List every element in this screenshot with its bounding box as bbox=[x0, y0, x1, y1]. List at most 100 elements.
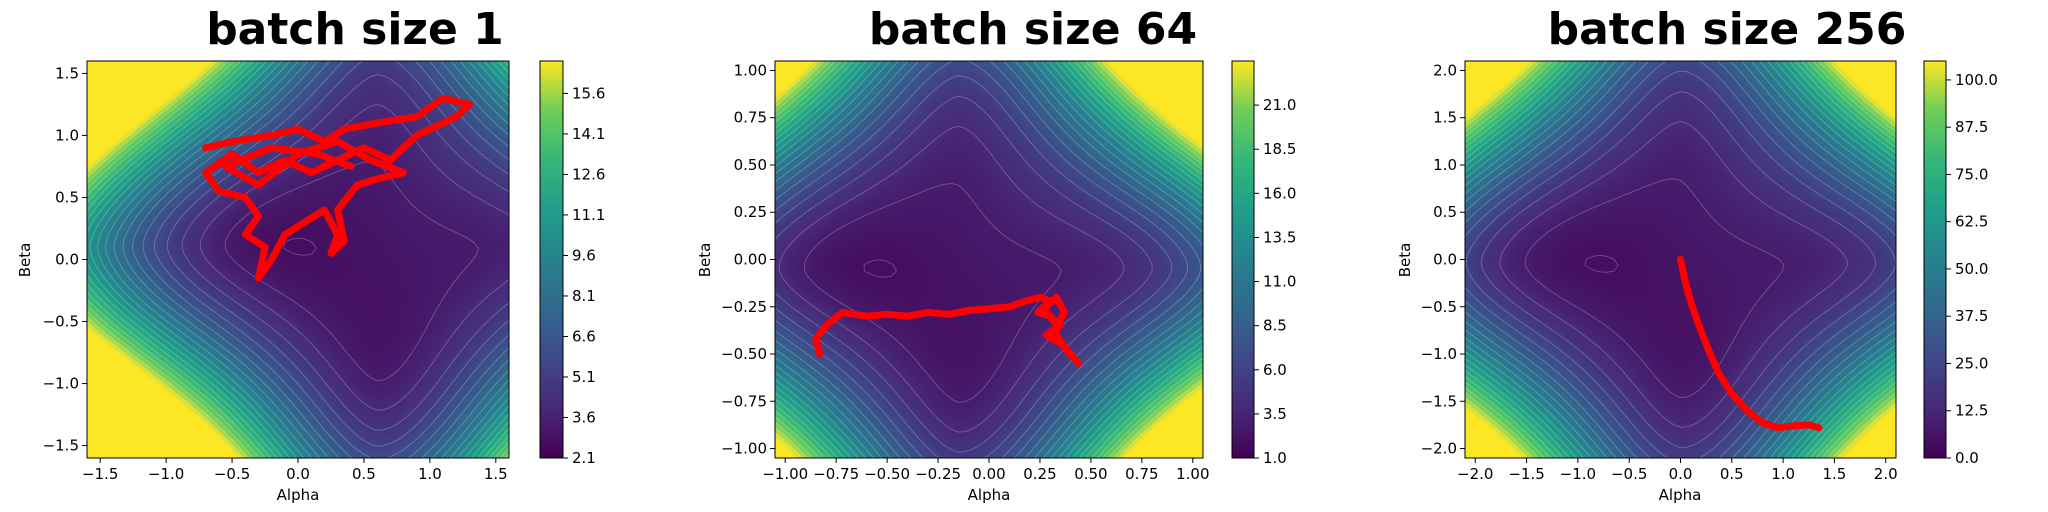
contour-line bbox=[97, 60, 510, 459]
x-tick-label: 0.75 bbox=[1125, 465, 1158, 483]
colorbar-tick-label: 5.1 bbox=[572, 368, 596, 386]
contour-line bbox=[1464, 60, 1897, 459]
contour-line bbox=[774, 60, 1204, 459]
contour-line bbox=[1464, 60, 1897, 459]
y-tick-label: 1.0 bbox=[55, 126, 79, 144]
chart-panel-batch-64: batch size 64 −1.00 −0.75 −0.50 −0.25 0.00 0.… bbox=[696, 4, 1296, 504]
contour-line bbox=[86, 60, 510, 459]
x-tick-label: −0.5 bbox=[1611, 465, 1647, 483]
colorbar-tick-label: 9.6 bbox=[572, 246, 596, 264]
x-tick-label: −1.5 bbox=[82, 465, 118, 483]
contour-line bbox=[86, 60, 510, 459]
colorbar-tick-label: 3.6 bbox=[572, 408, 596, 426]
y-tick-label: −1.5 bbox=[43, 437, 79, 455]
contour-line bbox=[774, 60, 1204, 459]
contour-line bbox=[122, 60, 510, 459]
contour-line bbox=[1464, 60, 1897, 459]
y-tick-label: −0.75 bbox=[721, 392, 767, 410]
colorbar-tick-label: 15.6 bbox=[572, 84, 605, 102]
y-tick-label: 2.0 bbox=[1433, 61, 1457, 79]
colorbar-tick-label: 18.5 bbox=[1263, 140, 1296, 158]
contour-line bbox=[774, 60, 1204, 459]
contour-line bbox=[774, 60, 1204, 459]
colorbar-tick-label: 12.6 bbox=[572, 165, 605, 183]
chart-title: batch size 256 bbox=[1548, 4, 1907, 55]
contour-line bbox=[774, 60, 1188, 459]
colorbar-tick-label: 87.5 bbox=[1955, 118, 1988, 136]
x-tick-label: 0.00 bbox=[972, 465, 1005, 483]
contour-line bbox=[1464, 60, 1897, 459]
x-tick-label: 1.5 bbox=[484, 465, 508, 483]
y-tick-label: −1.0 bbox=[43, 375, 79, 393]
contour-line bbox=[1584, 255, 1619, 273]
loss-landscape-heatmap bbox=[775, 61, 1203, 458]
colorbar-tick-label: 21.0 bbox=[1263, 96, 1296, 114]
colorbar-tick-label: 13.5 bbox=[1263, 228, 1296, 246]
y-tick-label: 0.50 bbox=[734, 156, 767, 174]
contour-line bbox=[774, 60, 1204, 459]
colorbar-tick-label: 8.5 bbox=[1263, 317, 1287, 335]
chart-panel-batch-1: batch size 1 −1.5 −1.0 −0.5 0.0 0.5 1.0 1.5 −1… bbox=[16, 4, 605, 504]
contour-line bbox=[774, 60, 1204, 459]
x-axis-label: Alpha bbox=[1659, 486, 1702, 504]
contour-line bbox=[1464, 60, 1897, 459]
x-tick-label: 1.0 bbox=[1771, 465, 1795, 483]
y-tick-label: 0.75 bbox=[734, 109, 767, 127]
contour-line bbox=[1499, 121, 1848, 428]
contour-line bbox=[1465, 70, 1897, 459]
contour-lines bbox=[774, 60, 1204, 459]
x-tick-label: −1.5 bbox=[1508, 465, 1544, 483]
colorbar-tick-label: 25.0 bbox=[1955, 354, 1988, 372]
contour-line bbox=[774, 96, 1153, 453]
contour-line bbox=[1464, 60, 1897, 459]
colorbar-tick-label: 11.1 bbox=[572, 206, 605, 224]
contour-line bbox=[774, 60, 1204, 459]
contour-line bbox=[774, 60, 1204, 459]
y-tick-label: 1.5 bbox=[55, 64, 79, 82]
contour-line bbox=[1464, 60, 1897, 459]
y-tick-label: −0.5 bbox=[43, 313, 79, 331]
y-tick-label: 1.5 bbox=[1433, 109, 1457, 127]
y-axis-label: Beta bbox=[16, 243, 34, 278]
colorbar-tick-label: 8.1 bbox=[572, 287, 596, 305]
y-tick-label: −1.0 bbox=[1421, 345, 1457, 363]
contour-lines bbox=[1464, 60, 1897, 459]
colorbar bbox=[539, 60, 564, 459]
y-tick-label: 0.5 bbox=[1433, 203, 1457, 221]
optimizer-trajectory bbox=[202, 94, 473, 282]
contour-line bbox=[774, 60, 1202, 459]
colorbar-ticks: 1.0 3.5 6.0 8.5 11.0 13.5 16.0 18.5 21.0 bbox=[1254, 96, 1296, 467]
colorbar-tick-label: 62.5 bbox=[1955, 213, 1988, 231]
contour-line bbox=[1464, 60, 1897, 459]
contour-line bbox=[224, 161, 479, 381]
y-tick-label: 0.0 bbox=[55, 251, 79, 269]
y-tick-label: 0.00 bbox=[734, 251, 767, 269]
colorbar-tick-label: 0.0 bbox=[1955, 449, 1979, 467]
contour-line bbox=[1524, 178, 1785, 399]
colorbar-ticks: 2.1 3.6 5.1 6.6 8.1 9.6 11.1 12.6 14.1 15.6 bbox=[563, 84, 605, 467]
x-tick-label: −0.25 bbox=[915, 465, 961, 483]
x-tick-label: 0.0 bbox=[1669, 465, 1693, 483]
colorbar-tick-label: 12.5 bbox=[1955, 402, 1988, 420]
y-tick-label: 1.0 bbox=[1433, 156, 1457, 174]
contour-line bbox=[105, 60, 510, 459]
x-axis-label: Alpha bbox=[277, 486, 320, 504]
colorbar-tick-label: 6.0 bbox=[1263, 361, 1287, 379]
contour-line bbox=[774, 60, 1204, 459]
y-tick-label: −0.50 bbox=[721, 345, 767, 363]
contour-line bbox=[774, 60, 1204, 459]
y-axis-label: Beta bbox=[1396, 243, 1414, 278]
chart-title: batch size 1 bbox=[206, 4, 504, 55]
y-axis-ticks: −2.0 −1.5 −1.0 −0.5 0.0 0.5 1.0 1.5 2.0 bbox=[1421, 61, 1465, 458]
contour-line bbox=[774, 60, 1204, 459]
y-tick-label: 1.00 bbox=[734, 61, 767, 79]
contour-line bbox=[1464, 60, 1897, 459]
contour-line bbox=[1464, 60, 1897, 459]
colorbar-tick-label: 2.1 bbox=[572, 449, 596, 467]
y-tick-label: 0.5 bbox=[55, 188, 79, 206]
optimizer-trajectory bbox=[812, 293, 1083, 367]
contour-line bbox=[774, 75, 1173, 459]
x-axis-ticks: −2.0 −1.5 −1.0 −0.5 0.0 0.5 1.0 1.5 2.0 bbox=[1457, 458, 1898, 483]
y-tick-label: 0.0 bbox=[1433, 251, 1457, 269]
colorbar bbox=[1923, 60, 1947, 459]
